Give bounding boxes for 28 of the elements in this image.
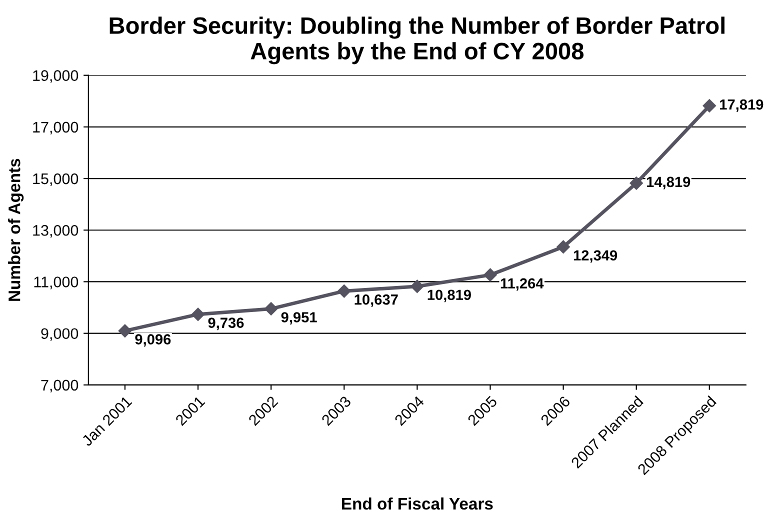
data-label: 9,736 [208, 318, 244, 330]
data-label: 10,637 [354, 294, 398, 307]
y-tick-label: 7,000 [41, 380, 78, 392]
y-tick-label: 17,000 [33, 122, 78, 134]
y-tick-label: 19,000 [33, 70, 78, 83]
point [484, 268, 497, 282]
y-tick-label: 15,000 [33, 173, 78, 186]
x-axis-title: End of Fiscal Years [342, 497, 493, 510]
y-axis-title: Number of Agents [8, 158, 24, 301]
y-tick-label: 13,000 [33, 224, 78, 238]
y-tick-label: 11,000 [34, 276, 78, 290]
point [630, 176, 643, 190]
point [556, 240, 570, 254]
data-label: 17,819 [720, 99, 764, 112]
point [191, 308, 205, 321]
data-label: 14,819 [646, 176, 690, 190]
data-label: 11,264 [500, 278, 544, 291]
point [410, 280, 424, 293]
data-label: 12,349 [574, 250, 618, 263]
point [702, 99, 716, 112]
data-label: 9,951 [281, 312, 317, 325]
chart-title: Border Security: Doubling the Number of Border Patrol Agents by the End of CY 2008 [110, 16, 724, 64]
data-label: 10,819 [428, 290, 471, 302]
data-label: 9,096 [135, 334, 171, 347]
y-tick-label: 9,000 [41, 328, 78, 341]
point [338, 284, 351, 298]
point [118, 324, 132, 338]
point [264, 302, 278, 316]
